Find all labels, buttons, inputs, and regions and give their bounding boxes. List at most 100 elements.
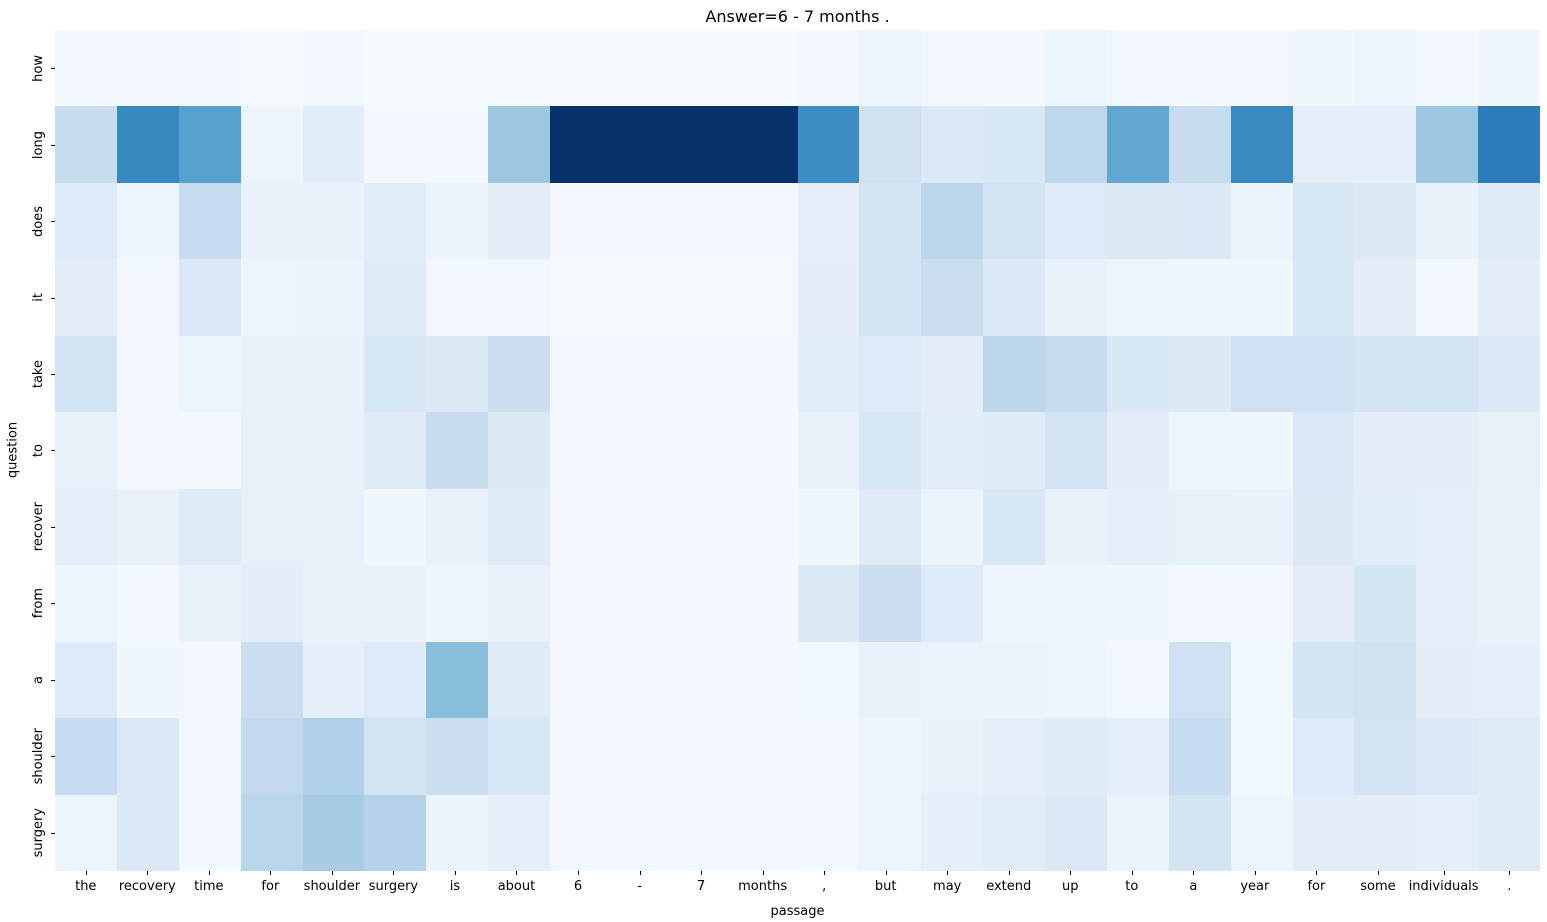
x-tick-label: the — [75, 879, 97, 894]
heatmap-cell — [488, 106, 550, 183]
heatmap-cell — [240, 718, 303, 795]
x-axis-ticks: the recovery time for shoulder surgery is about… — [55, 871, 1540, 897]
heatmap-cell — [240, 30, 303, 107]
heatmap-cell — [1168, 412, 1231, 489]
heatmap-cell — [116, 641, 179, 719]
heatmap-cell — [1168, 106, 1231, 183]
heatmap-cell — [1292, 641, 1355, 719]
heatmap-cell — [178, 412, 241, 489]
heatmap-cell — [921, 794, 984, 871]
heatmap-cell — [1354, 488, 1417, 566]
y-tick-label: it — [31, 293, 46, 302]
heatmap-cell — [1416, 30, 1479, 107]
x-tick-label: . — [1507, 879, 1512, 894]
heatmap-cell — [178, 565, 241, 642]
heatmap-cell — [178, 106, 241, 183]
x-tick-label: 6 — [573, 879, 583, 894]
heatmap-cell — [240, 106, 303, 183]
heatmap-cell — [178, 794, 241, 871]
heatmap-cell — [550, 106, 612, 183]
x-tick: a — [1163, 871, 1225, 897]
x-tick-label: but — [874, 879, 897, 894]
heatmap-cell — [1416, 718, 1479, 795]
heatmap-cell — [1106, 641, 1169, 719]
x-tick: for — [240, 871, 302, 897]
heatmap-cell — [240, 641, 303, 719]
x-tick-label: to — [1125, 879, 1139, 894]
heatmap-cell — [921, 565, 984, 642]
heatmap-cell — [1106, 106, 1169, 183]
heatmap-cell — [488, 488, 550, 566]
x-tick-label: for — [1307, 879, 1326, 894]
heatmap-cell — [116, 565, 179, 642]
heatmap-cell — [735, 641, 798, 719]
x-tick: up — [1040, 871, 1102, 897]
heatmap-cell — [302, 718, 365, 795]
heatmap-cell — [1416, 335, 1479, 413]
heatmap-cell — [921, 182, 984, 260]
heatmap-cell — [611, 106, 674, 183]
heatmap-cell — [1292, 335, 1355, 413]
y-tick: from — [29, 565, 55, 641]
heatmap-cell — [426, 259, 489, 336]
heatmap-cell — [488, 718, 550, 795]
heatmap-cell — [488, 30, 550, 107]
heatmap-cell — [240, 182, 303, 260]
heatmap-cell — [1416, 565, 1479, 642]
heatmap-cell — [364, 565, 427, 642]
heatmap-cell — [797, 565, 860, 642]
heatmap-cell — [302, 335, 365, 413]
heatmap-cell — [426, 488, 489, 566]
heatmap-cell — [364, 259, 427, 336]
heatmap-cell — [302, 641, 365, 719]
heatmap-cell — [1478, 718, 1540, 795]
x-tick-label: surgery — [368, 879, 419, 894]
heatmap-cell — [1354, 794, 1417, 871]
heatmap-cell — [116, 794, 179, 871]
heatmap-cell — [1292, 565, 1355, 642]
heatmap-cell — [1354, 182, 1417, 260]
heatmap-grid — [55, 30, 1540, 871]
heatmap-cell — [1106, 259, 1169, 336]
heatmap-cell — [921, 335, 984, 413]
heatmap-cell — [1478, 565, 1540, 642]
x-tick: 7 — [670, 871, 732, 897]
heatmap-cell — [1478, 412, 1540, 489]
y-tick-label: long — [31, 130, 46, 159]
y-tick-label: surgery — [31, 808, 46, 858]
heatmap-cell — [983, 794, 1045, 871]
heatmap-cell — [55, 335, 117, 413]
y-tick-label: how — [31, 54, 46, 82]
heatmap-plot: how long does it take to recover from a shoulder s… — [31, 30, 1540, 894]
heatmap-cell — [364, 412, 427, 489]
heatmap-cell — [1292, 412, 1355, 489]
x-tick: time — [178, 871, 240, 897]
heatmap-cell — [240, 565, 303, 642]
heatmap-cell — [364, 641, 427, 719]
heatmap-cell — [1354, 335, 1417, 413]
heatmap-cell — [178, 259, 241, 336]
heatmap-cell — [859, 106, 922, 183]
heatmap-cell — [735, 565, 798, 642]
y-tick-label: a — [31, 675, 46, 684]
x-tick: . — [1479, 871, 1541, 897]
heatmap-cell — [1354, 106, 1417, 183]
heatmap-cell — [673, 718, 736, 795]
heatmap-cell — [859, 259, 922, 336]
heatmap-cell — [735, 106, 798, 183]
heatmap-cell — [673, 412, 736, 489]
heatmap-cell — [302, 412, 365, 489]
heatmap-cell — [1045, 182, 1107, 260]
y-tick: how — [29, 30, 55, 106]
y-tick: shoulder — [29, 718, 55, 794]
heatmap-cell — [488, 641, 550, 719]
heatmap-cell — [1106, 488, 1169, 566]
heatmap-cell — [797, 259, 860, 336]
heatmap-cell — [550, 182, 612, 260]
heatmap-cell — [550, 565, 612, 642]
heatmap-cell — [983, 488, 1045, 566]
heatmap-cell — [1106, 30, 1169, 107]
heatmap-cell — [983, 30, 1045, 107]
heatmap-cell — [1230, 794, 1293, 871]
